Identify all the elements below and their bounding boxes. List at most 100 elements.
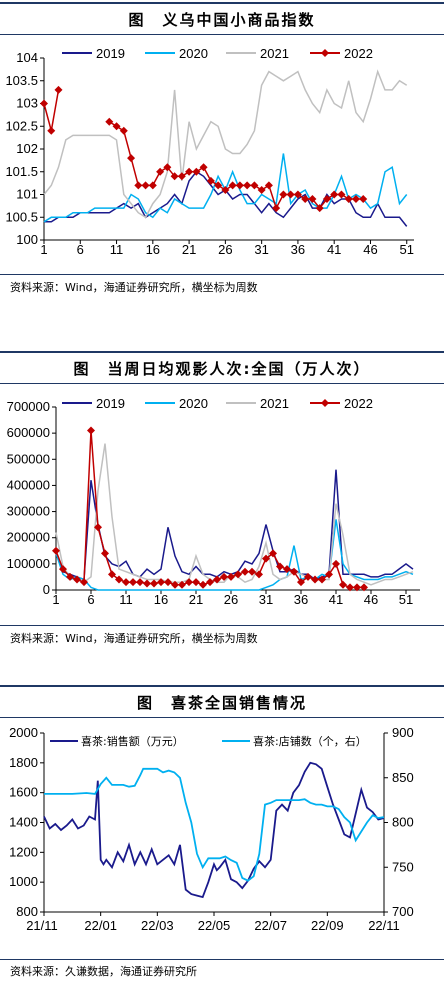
chart-source-2: 资料来源：Wind，海通证券研究所，横坐标为周数 [10,632,258,645]
data-point-2022 [129,578,137,587]
data-point-2022 [47,126,56,135]
data-point-2022 [255,570,263,579]
data-point-2022 [290,567,298,576]
x-tick-label: 21 [182,242,196,257]
data-point-2022 [192,167,201,176]
data-point-2022 [234,570,242,579]
x-tick-label: 22/11 [368,918,400,933]
data-point-2022 [264,181,273,190]
data-point-2022 [318,575,326,584]
data-point-2022 [87,426,95,435]
y-tick-label: 1600 [9,785,38,800]
series-line-2020 [55,519,414,591]
y-tick-label: 1000 [9,874,38,889]
y-tick-label: 2000 [9,725,38,740]
x-tick-label: 26 [218,242,232,257]
data-point-2022 [80,578,88,587]
data-point-2022 [59,565,67,574]
data-point-2022 [339,580,347,589]
x-tick-label: 46 [363,242,377,257]
y-tick-label: 1400 [9,815,38,830]
data-point-2022 [101,549,109,558]
data-point-2022 [248,567,256,576]
y-tick-label: 104 [16,50,38,65]
y-tick-label: 700000 [7,399,50,414]
data-point-2022 [66,572,74,581]
x-tick-label: 1 [52,592,59,607]
x-tick-label: 16 [146,242,160,257]
legend-label-stores: 喜茶:店铺数（个，右） [253,734,367,748]
data-point-2022 [178,580,186,589]
x-tick-label: 46 [364,592,378,607]
y-tick-label: 102.5 [5,118,38,133]
data-point-2022 [235,181,244,190]
y-tick-label: 101 [16,187,38,202]
x-tick-label: 51 [399,592,413,607]
data-point-2022 [351,195,360,204]
x-tick-label: 36 [291,242,305,257]
data-point-2022 [241,567,249,576]
data-point-2022 [257,185,266,194]
data-point-2022 [122,578,130,587]
data-point-2022 [73,575,81,584]
data-point-2022 [163,163,172,172]
data-point-2022 [206,578,214,587]
data-point-2022 [164,578,172,587]
data-point-2022 [344,195,353,204]
data-point-2022 [115,575,123,584]
data-point-2022 [276,562,284,571]
y-tick-label: 400000 [7,477,50,492]
x-tick-label: 22/09 [311,918,344,933]
data-point-2022 [199,163,208,172]
y-tick-label: 500000 [7,451,50,466]
data-point-2022 [322,195,331,204]
series-line-stores [44,767,385,882]
legend-label-2019: 2019 [96,396,125,411]
data-point-2022 [346,583,354,592]
legend-label-2020: 2020 [179,396,208,411]
y2-tick-label: 900 [392,725,414,740]
y2-tick-label: 800 [392,815,414,830]
data-point-2022 [94,523,102,532]
data-point-2022 [228,181,237,190]
data-point-2022 [311,575,319,584]
x-tick-label: 31 [254,242,268,257]
data-point-2022 [206,176,215,185]
x-tick-label: 6 [77,242,84,257]
data-point-2022 [359,195,368,204]
data-point-2022 [192,578,200,587]
x-tick-label: 36 [294,592,308,607]
data-point-2022 [221,185,230,194]
y-tick-label: 102 [16,141,38,156]
data-point-2022 [108,570,116,579]
data-point-2022 [52,546,60,555]
x-tick-label: 41 [329,592,343,607]
series-line-2019 [55,469,414,581]
y-tick-label: 103.5 [5,73,38,88]
y-tick-label: 100 [16,232,38,247]
data-point-2022 [220,572,228,581]
chart-title-2: 图 当周日均观影人次:全国（万人次） [0,351,444,384]
y2-tick-label: 850 [392,770,414,785]
legend-label-2021: 2021 [260,46,289,61]
legend-marker-2022 [321,49,329,57]
data-point-2022 [170,172,179,181]
series-line-2021 [55,443,414,586]
data-point-2022 [214,181,223,190]
data-point-2022 [330,190,339,199]
x-tick-label: 16 [154,592,168,607]
data-point-2022 [293,190,302,199]
y-tick-label: 1800 [9,755,38,770]
data-point-2022 [337,190,346,199]
data-point-2022 [227,572,235,581]
data-point-2022 [301,195,310,204]
chart-source-3: 资料来源：久谦数据，海通证券研究所 [10,965,197,978]
data-point-2022 [127,154,136,163]
data-point-2022 [360,583,368,592]
data-point-2022 [269,549,277,558]
x-tick-label: 41 [327,242,341,257]
x-tick-label: 26 [224,592,238,607]
y-tick-label: 300000 [7,504,50,519]
data-point-2022 [105,117,114,126]
data-point-2022 [134,181,143,190]
